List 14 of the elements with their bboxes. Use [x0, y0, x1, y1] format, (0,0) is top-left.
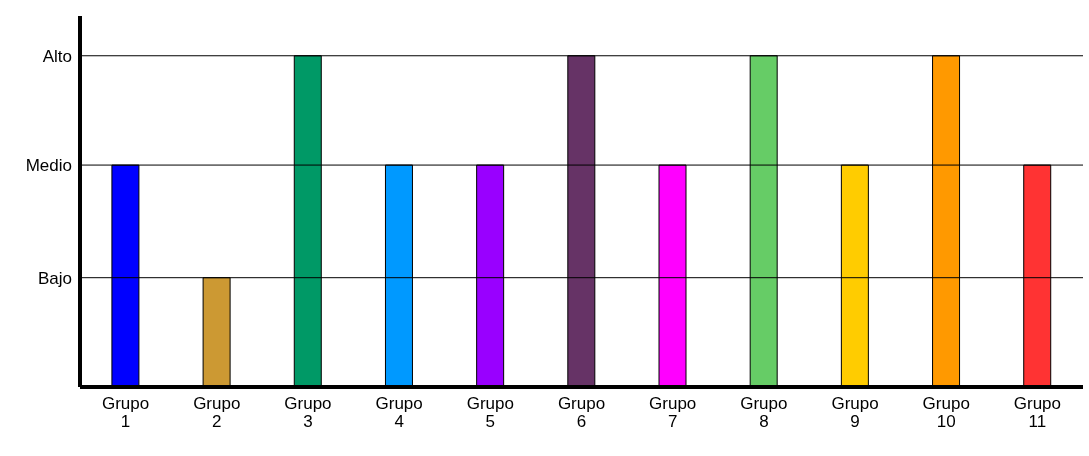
- x-tick-label: Grupo 11: [1013, 394, 1062, 431]
- x-tick-label: Grupo 6: [557, 394, 606, 431]
- ref-line-label: Medio: [25, 156, 72, 176]
- x-tick-label: Grupo 2: [193, 394, 241, 431]
- ref-line-label: Alto: [42, 46, 72, 66]
- x-tick-label: Grupo 8: [740, 394, 788, 431]
- x-tick-label: Grupo 7: [649, 394, 697, 431]
- x-tick-label: Grupo 5: [466, 394, 514, 431]
- x-tick-label: Grupo 4: [375, 394, 423, 431]
- x-tick-label: Grupo 1: [101, 394, 150, 431]
- x-tick-label: Grupo 10: [922, 394, 970, 431]
- ref-line-label: Bajo: [37, 268, 72, 288]
- x-tick-label: Grupo 9: [831, 394, 879, 431]
- x-tick-label: Grupo 3: [284, 394, 332, 431]
